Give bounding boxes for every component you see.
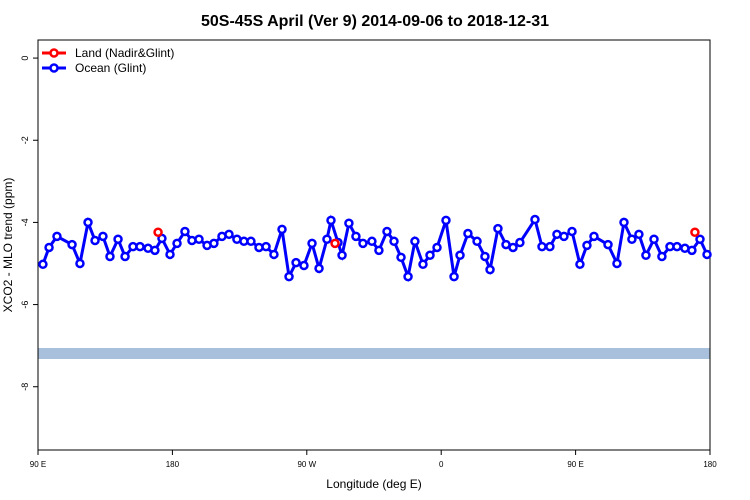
data-point — [180, 226, 190, 237]
data-point — [575, 259, 585, 270]
data-point — [330, 238, 340, 249]
data-point — [44, 242, 54, 253]
data-point — [90, 235, 100, 246]
data-point — [322, 234, 332, 244]
data-point — [480, 251, 490, 262]
y-tick-label: -2 — [20, 136, 30, 144]
data-point — [641, 250, 651, 261]
data-point — [702, 249, 712, 260]
data-point — [374, 245, 384, 256]
x-tick-label: 90 E — [30, 460, 46, 469]
x-tick-label: 90 W — [297, 460, 316, 469]
data-point — [314, 263, 324, 274]
data-point — [326, 215, 336, 226]
data-point — [52, 231, 62, 242]
data-point — [410, 236, 420, 247]
data-point — [472, 236, 482, 247]
data-point — [695, 234, 705, 244]
data-point — [449, 271, 459, 282]
data-point — [67, 239, 77, 250]
legend-label: Ocean (Glint) — [75, 61, 146, 75]
data-point — [627, 234, 637, 244]
chart-title: 50S-45S April (Ver 9) 2014-09-06 to 2018… — [201, 13, 549, 30]
plot-frame — [37, 39, 711, 451]
data-point — [358, 238, 368, 249]
x-tick-label: 180 — [703, 460, 717, 469]
data-point — [75, 258, 85, 269]
data-point — [277, 224, 287, 235]
legend-marker — [49, 63, 59, 73]
data-point — [657, 251, 667, 262]
data-point — [105, 251, 115, 262]
y-tick-label: -4 — [20, 218, 30, 226]
data-point — [284, 271, 294, 282]
data-point — [382, 226, 392, 237]
data-point — [649, 234, 659, 244]
data-point — [441, 215, 451, 226]
data-point — [153, 227, 163, 238]
data-point — [537, 241, 547, 252]
data-point — [291, 257, 301, 268]
x-tick-label: 90 E — [567, 460, 583, 469]
data-point — [351, 231, 361, 242]
data-point — [246, 236, 256, 247]
data-point — [98, 231, 108, 242]
data-point — [463, 228, 473, 239]
data-point — [83, 217, 93, 228]
data-point — [432, 242, 442, 253]
y-tick-label: -8 — [20, 383, 30, 391]
surface-band — [38, 348, 710, 359]
data-point — [299, 260, 309, 271]
data-point — [389, 236, 399, 247]
x-tick-label: 180 — [166, 460, 180, 469]
data-point — [515, 237, 525, 248]
data-point — [113, 234, 123, 244]
x-axis-label: Longitude (deg E) — [326, 477, 421, 491]
data-point — [545, 241, 555, 252]
data-point — [559, 231, 569, 242]
legend-marker — [49, 48, 59, 58]
data-point — [120, 251, 130, 262]
data-point — [687, 245, 697, 256]
data-point — [690, 227, 700, 238]
data-point — [307, 238, 317, 249]
data-point — [337, 250, 347, 261]
data-point — [619, 217, 629, 228]
data-point — [172, 238, 182, 249]
legend-label: Land (Nadir&Glint) — [75, 46, 174, 60]
data-point — [367, 236, 377, 247]
data-point — [672, 241, 682, 252]
data-point — [530, 214, 540, 225]
data-point — [194, 234, 204, 244]
data-point — [425, 250, 435, 261]
data-point — [38, 259, 48, 270]
y-tick-label: 0 — [20, 56, 30, 61]
data-point — [165, 249, 175, 260]
data-point — [603, 239, 613, 250]
data-point — [150, 245, 160, 256]
data-point — [508, 242, 518, 253]
y-axis-label: XCO2 - MLO trend (ppm) — [1, 178, 15, 313]
data-point — [485, 264, 495, 275]
data-point — [589, 231, 599, 242]
data-point — [493, 223, 503, 234]
data-point — [418, 259, 428, 270]
data-point — [135, 241, 145, 252]
data-point — [224, 229, 234, 240]
data-point — [455, 250, 465, 261]
y-tick-label: -6 — [20, 301, 30, 309]
data-point — [396, 252, 406, 263]
data-point — [344, 218, 354, 228]
data-point — [582, 240, 592, 251]
data-point — [209, 238, 219, 249]
x-tick-label: 0 — [439, 460, 444, 469]
data-point — [567, 226, 577, 237]
data-point — [634, 229, 644, 240]
data-point — [269, 249, 279, 260]
data-point — [612, 258, 622, 269]
data-point — [261, 241, 271, 252]
data-point — [403, 271, 413, 282]
